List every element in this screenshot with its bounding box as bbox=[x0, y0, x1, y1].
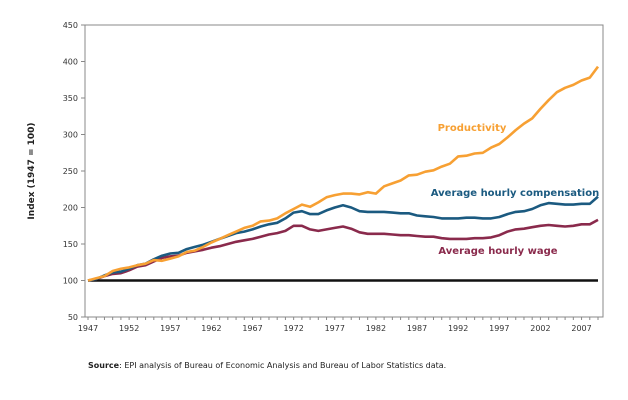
x-tick-label: 1987 bbox=[407, 324, 427, 333]
y-tick-label: 200 bbox=[63, 204, 78, 213]
y-tick-label: 300 bbox=[63, 131, 78, 140]
x-tick-label: 1947 bbox=[78, 324, 98, 333]
series-line-average-hourly-compensation bbox=[87, 195, 599, 282]
y-tick-label: 400 bbox=[63, 58, 78, 67]
y-tick-label: 250 bbox=[63, 167, 78, 176]
x-tick-label: 1982 bbox=[366, 324, 386, 333]
x-tick-label: 1972 bbox=[283, 324, 303, 333]
x-tick-label: 1952 bbox=[119, 324, 139, 333]
y-tick-label: 350 bbox=[63, 94, 78, 103]
x-tick-label: 1967 bbox=[242, 324, 262, 333]
series-label: Productivity bbox=[438, 123, 507, 134]
source-note: Source: EPI analysis of Bureau of Econom… bbox=[88, 361, 446, 370]
plot-frame bbox=[84, 24, 604, 318]
x-tick-label: 1962 bbox=[201, 324, 221, 333]
series-label: Average hourly compensation bbox=[431, 188, 599, 199]
x-tick-label: 2007 bbox=[571, 324, 591, 333]
x-tick-label: 2002 bbox=[530, 324, 550, 333]
y-axis-label: Index (1947 = 100) bbox=[27, 122, 37, 219]
series-line-productivity bbox=[87, 65, 600, 282]
y-tick-label: 450 bbox=[63, 21, 78, 30]
x-tick-label: 1997 bbox=[489, 324, 509, 333]
x-tick-label: 1977 bbox=[325, 324, 345, 333]
y-tick-label: 100 bbox=[63, 277, 78, 286]
x-tick-label: 1992 bbox=[448, 324, 468, 333]
series-line-average-hourly-wage bbox=[87, 218, 599, 282]
source-text: : EPI analysis of Bureau of Economic Ana… bbox=[119, 361, 447, 370]
x-tick-label: 1957 bbox=[160, 324, 180, 333]
series-label: Average hourly wage bbox=[438, 246, 557, 257]
y-tick-label: 50 bbox=[68, 313, 78, 322]
y-tick-label: 150 bbox=[63, 240, 78, 249]
source-label: Source bbox=[88, 361, 120, 370]
